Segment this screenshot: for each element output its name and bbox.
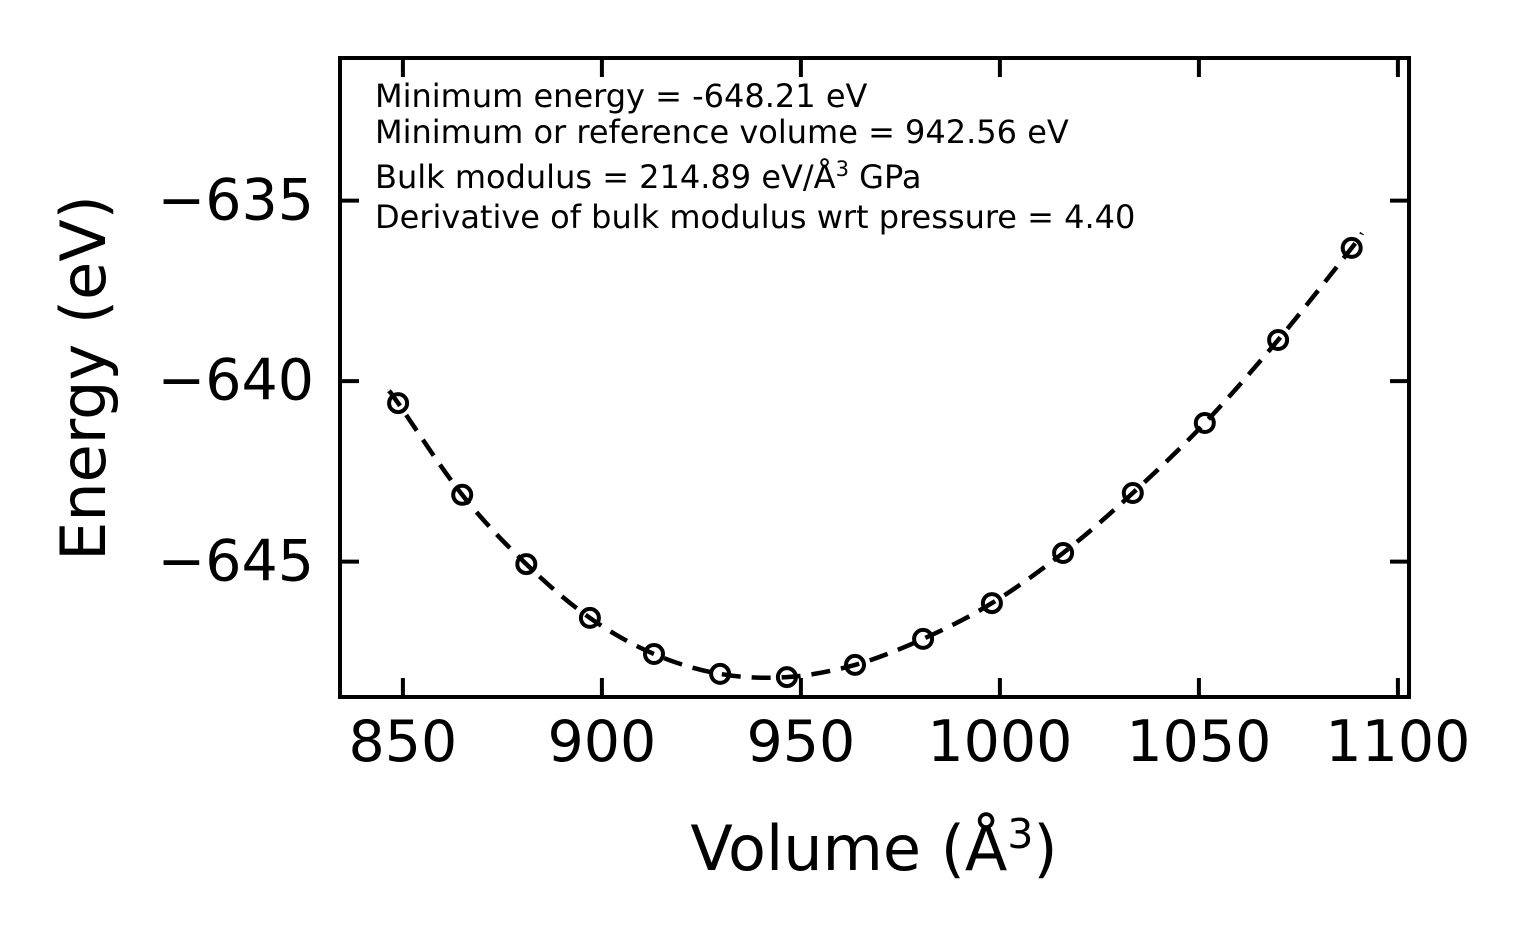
data-point-marker xyxy=(1193,412,1216,434)
x-tick-label: 1000 xyxy=(927,709,1073,775)
annotation-bulk-modulus: Bulk modulus = 214.89 eV/Å3 GPa xyxy=(375,158,922,196)
y-tick-label: −640 xyxy=(157,347,314,414)
data-point-marker xyxy=(1267,329,1290,351)
x-tick-label: 1100 xyxy=(1325,709,1471,775)
annotation-bulk-modulus-text: Bulk modulus = 214.89 eV/Å xyxy=(375,158,836,196)
y-axis-label: Energy (eV) xyxy=(47,195,120,561)
data-point-marker xyxy=(387,392,410,415)
annotation-bulk-modulus-superscript: 3 xyxy=(835,156,849,182)
x-tick-label: 850 xyxy=(348,709,458,775)
y-tick-label: −635 xyxy=(157,167,314,234)
plot-border xyxy=(338,56,1411,699)
y-tick-label: −645 xyxy=(157,528,314,595)
data-point-marker xyxy=(1340,236,1363,259)
x-axis-label-text: Volume (Å xyxy=(690,812,1008,885)
annotation-bulk-modulus-derivative: Derivative of bulk modulus wrt pressure … xyxy=(375,198,1136,236)
eos-fit-curve xyxy=(387,231,1364,681)
data-point-marker xyxy=(1052,542,1075,564)
data-point-marker xyxy=(643,643,665,665)
data-point-marker xyxy=(1121,482,1144,504)
x-axis-label: Volume (Å3) xyxy=(690,813,1057,880)
data-point-marker xyxy=(844,653,866,676)
x-axis-label-close: ) xyxy=(1033,812,1058,885)
x-axis-label-superscript: 3 xyxy=(1007,809,1034,858)
x-tick-label: 900 xyxy=(547,709,657,775)
data-point-marker xyxy=(775,666,798,689)
data-point-marker xyxy=(709,662,732,685)
data-point-marker xyxy=(980,592,1003,615)
data-point-marker xyxy=(578,606,601,629)
data-point-marker xyxy=(515,553,538,576)
annotation-bulk-modulus-unit: GPa xyxy=(849,158,922,196)
x-tick-label: 1050 xyxy=(1126,709,1272,775)
annotation-minimum-energy: Minimum energy = -648.21 eV xyxy=(375,77,868,115)
data-point-marker xyxy=(451,483,474,506)
data-point-marker xyxy=(912,627,935,650)
annotation-reference-volume: Minimum or reference volume = 942.56 eV xyxy=(375,113,1069,151)
x-tick-label: 950 xyxy=(746,709,856,775)
